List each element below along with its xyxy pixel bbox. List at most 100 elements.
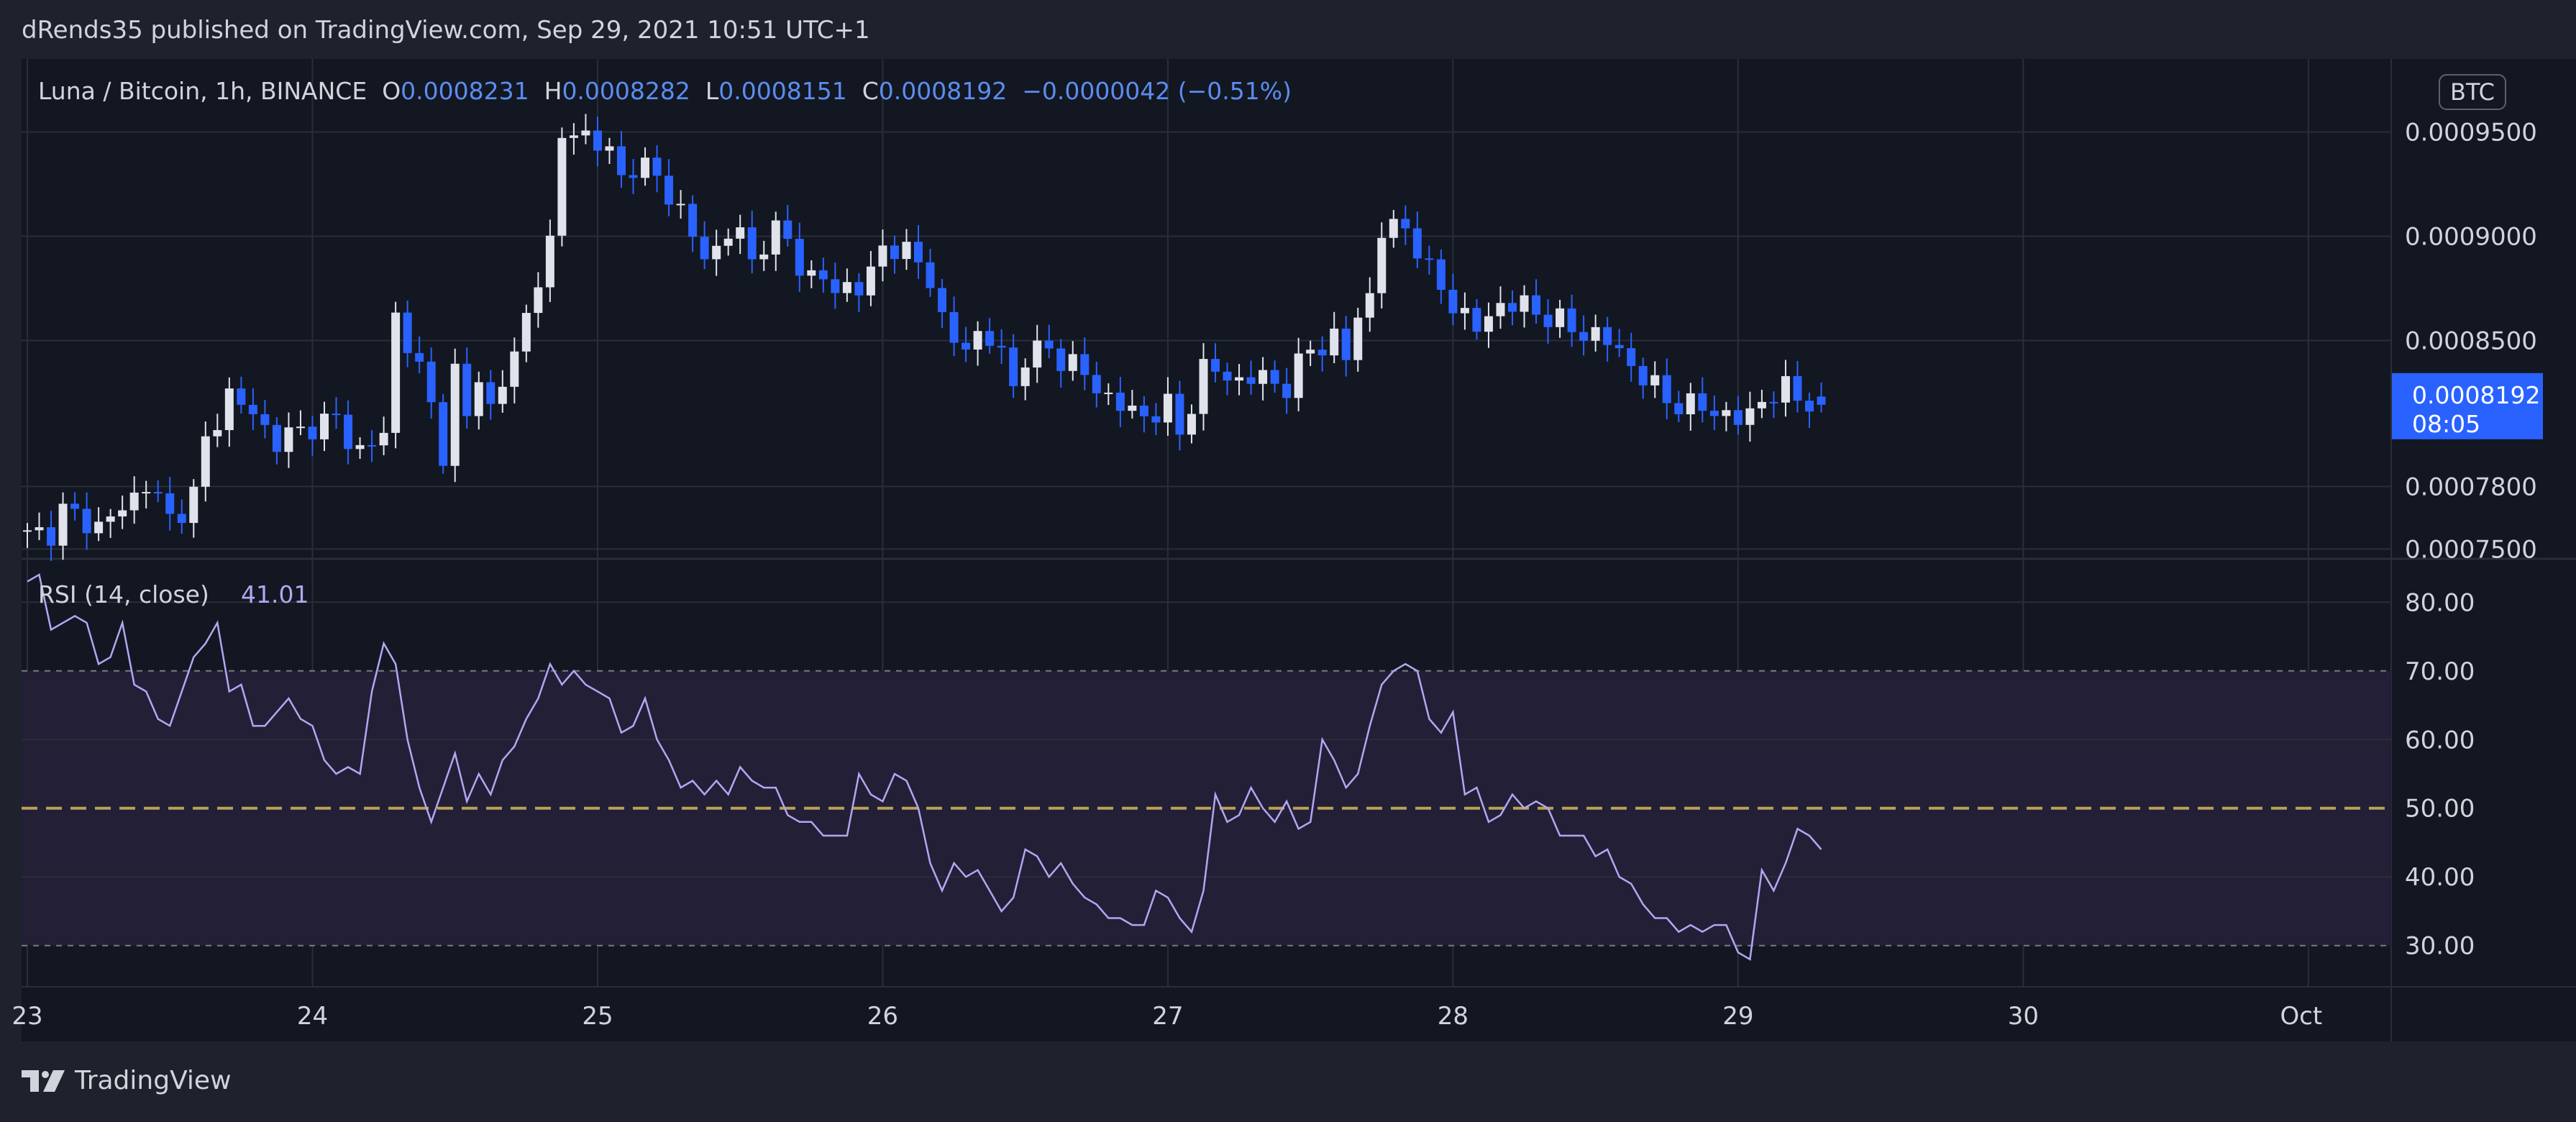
currency-badge-box — [2439, 74, 2506, 110]
candle-body — [344, 414, 353, 450]
candle-body — [1401, 219, 1410, 229]
candle-body — [391, 312, 401, 433]
candle-body — [201, 436, 210, 487]
candle-body — [842, 282, 851, 293]
rsi-tick-label: 50.00 — [2405, 795, 2475, 824]
candle-body — [1139, 405, 1148, 416]
price-tick-label: 0.0008500 — [2405, 327, 2537, 355]
candle-body — [308, 427, 317, 439]
candle-body — [1412, 228, 1422, 259]
candle-body — [854, 282, 864, 296]
candle-body — [1709, 411, 1719, 416]
candle-body — [1674, 403, 1684, 415]
x-tick-label: 24 — [297, 1002, 328, 1031]
candle-body — [1793, 375, 1802, 401]
legend-field: C — [862, 77, 879, 105]
candle-body — [783, 220, 793, 240]
legend-field: L — [705, 77, 719, 105]
candle-body — [47, 527, 56, 546]
candle-body — [320, 414, 329, 439]
candle-body — [1235, 377, 1244, 381]
candle-body — [949, 311, 959, 343]
candle-body — [1650, 375, 1660, 386]
candle-body — [557, 137, 567, 236]
candle-body — [1377, 237, 1387, 293]
candle-body — [700, 237, 709, 260]
candle-body — [997, 345, 1006, 348]
rsi-tick-label: 30.00 — [2405, 932, 2475, 961]
candle-body — [142, 492, 151, 494]
candle-body — [985, 331, 995, 346]
candle-body — [652, 158, 662, 176]
candle-body — [510, 351, 519, 387]
candle-body — [521, 313, 531, 352]
candle-body — [332, 414, 341, 416]
candle-body — [617, 146, 626, 175]
candle-body — [35, 527, 44, 531]
candle-body — [248, 404, 257, 414]
candle-body — [1781, 375, 1790, 403]
candle-body — [1353, 317, 1363, 360]
candle-body — [1163, 393, 1172, 423]
x-tick-label: 23 — [12, 1002, 42, 1031]
rsi-line — [27, 573, 1822, 961]
tradingview-brand[interactable]: TradingView — [22, 1066, 232, 1095]
candle-body — [1033, 340, 1042, 368]
candle-body — [1733, 410, 1743, 425]
candle-body — [23, 530, 32, 532]
candle-body — [462, 363, 472, 416]
candle-body — [1306, 350, 1315, 354]
candle-body — [439, 402, 448, 466]
candle-body — [450, 363, 460, 466]
candle-body — [1080, 354, 1090, 375]
candle-body — [1044, 340, 1054, 349]
candle-body — [1496, 303, 1505, 316]
price-axis-background — [2391, 59, 2576, 1041]
candle-body — [94, 521, 104, 534]
price-tick-label: 0.0007500 — [2405, 535, 2537, 564]
candle-body — [1246, 377, 1256, 384]
candle-body — [1187, 414, 1196, 435]
candle-body — [1365, 293, 1374, 318]
candle-body — [818, 270, 828, 280]
candle-body — [890, 245, 899, 260]
candle-body — [1425, 258, 1434, 260]
x-tick-label: 25 — [582, 1002, 613, 1031]
legend-field: 0.0008151 — [718, 77, 862, 105]
candle-body — [878, 245, 887, 267]
candle-body — [1211, 359, 1220, 372]
last-price-tag — [2392, 373, 2543, 439]
candle-body — [1567, 308, 1576, 332]
legend-field: Luna / Bitcoin, 1h, BINANCE — [38, 77, 382, 105]
candle-body — [1199, 359, 1208, 414]
candle-body — [426, 361, 436, 403]
rsi-legend-value: 41.01 — [241, 580, 309, 608]
candle-body — [272, 424, 281, 452]
rsi-tick-label: 60.00 — [2405, 726, 2475, 754]
symbol-legend: Luna / Bitcoin, 1h, BINANCE O0.0008231 H… — [38, 77, 1292, 105]
candle-body — [973, 331, 982, 350]
candle-body — [771, 220, 780, 255]
candle-body — [1591, 327, 1600, 341]
candle-body — [1484, 316, 1493, 332]
candle-body — [82, 508, 91, 534]
candle-body — [1579, 332, 1589, 341]
rsi-tick-label: 70.00 — [2405, 657, 2475, 686]
candle-body — [902, 242, 911, 260]
candle-body — [747, 227, 757, 260]
candle-body — [106, 516, 115, 522]
candle-body — [1151, 416, 1161, 423]
candle-body — [1092, 375, 1101, 393]
candle-body — [605, 146, 614, 151]
x-tick-label: 30 — [2008, 1002, 2039, 1031]
candle-body — [1638, 365, 1648, 386]
candle-body — [1104, 392, 1113, 394]
candle-body — [1817, 396, 1826, 405]
candle-body — [926, 262, 935, 288]
candle-body — [629, 175, 638, 178]
candle-body — [1686, 393, 1695, 415]
candle-body — [474, 382, 483, 416]
candle-body — [569, 135, 578, 138]
x-tick-label: 29 — [1722, 1002, 1753, 1031]
